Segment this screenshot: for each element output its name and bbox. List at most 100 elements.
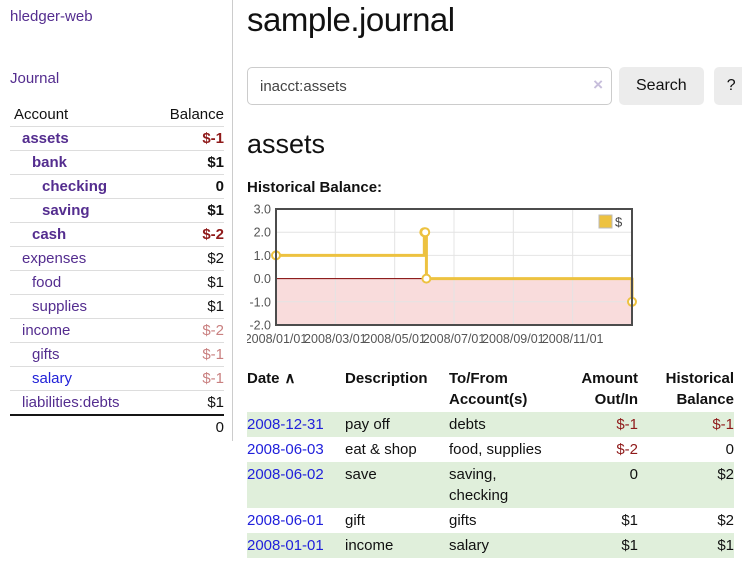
- transaction-balance: $2: [717, 512, 734, 529]
- account-balance: $1: [149, 198, 224, 223]
- account-row: saving $1: [10, 198, 224, 223]
- register-row: 2008-06-03 eat & shop food, supplies $-2 0: [247, 437, 734, 462]
- transaction-accounts: salary: [449, 537, 490, 554]
- account-balance: $1: [149, 294, 224, 319]
- clear-search-icon[interactable]: ×: [593, 75, 603, 94]
- transaction-description: save: [345, 466, 377, 483]
- transaction-date-link[interactable]: 2008-06-03: [247, 441, 324, 458]
- transaction-accounts: debts: [449, 416, 486, 433]
- transaction-amount: $1: [621, 512, 638, 529]
- account-row: cash $-2: [10, 222, 224, 247]
- account-row: bank $1: [10, 150, 224, 175]
- sidebar-account-link[interactable]: supplies: [32, 298, 88, 315]
- svg-text:0.0: 0.0: [254, 272, 271, 286]
- transaction-balance: $2: [717, 466, 734, 483]
- transaction-amount: $-1: [616, 416, 638, 433]
- transaction-date-link[interactable]: 2008-01-01: [247, 537, 324, 554]
- account-row: assets $-1: [10, 126, 224, 151]
- sidebar-account-link[interactable]: liabilities:debts: [22, 394, 120, 411]
- svg-text:2008/09/01: 2008/09/01: [482, 332, 545, 346]
- search-input[interactable]: [247, 67, 612, 105]
- account-row: income $-2: [10, 318, 224, 343]
- transaction-description: income: [345, 537, 394, 554]
- main-content: sample.journal × Search ? assets Histori…: [233, 0, 742, 558]
- register-header-tofrom: To/From Account(s): [449, 366, 553, 412]
- account-row: checking 0: [10, 174, 224, 199]
- transaction-accounts: gifts: [449, 512, 477, 529]
- account-balance: $1: [149, 150, 224, 175]
- sidebar-account-link[interactable]: income: [22, 322, 71, 339]
- account-balance: $-1: [149, 126, 224, 151]
- account-balance: $2: [149, 246, 224, 271]
- search-button[interactable]: Search: [619, 67, 704, 105]
- register-header-amount: Amount Out/In: [553, 366, 638, 412]
- transaction-description: gift: [345, 512, 366, 529]
- sidebar-account-link[interactable]: assets: [22, 130, 69, 147]
- account-balance: $-2: [149, 318, 224, 343]
- register-row: 2008-01-01 income salary $1 $1: [247, 533, 734, 558]
- svg-text:2.0: 2.0: [254, 226, 271, 240]
- help-button[interactable]: ?: [713, 67, 742, 105]
- svg-text:-1.0: -1.0: [249, 295, 271, 309]
- account-row: supplies $1: [10, 294, 224, 319]
- account-row: liabilities:debts $1: [10, 390, 224, 415]
- svg-text:-2.0: -2.0: [249, 319, 271, 333]
- svg-text:2008/03/01: 2008/03/01: [304, 332, 367, 346]
- search-box: ×: [247, 67, 612, 105]
- transaction-amount: 0: [629, 466, 638, 483]
- sidebar-account-link[interactable]: bank: [32, 154, 68, 171]
- svg-text:3.0: 3.0: [254, 203, 271, 217]
- account-balance: $-2: [149, 222, 224, 247]
- register-table: Date ∧ Description To/From Account(s) Amount O…: [247, 366, 734, 558]
- hledger-web-app: hledger-web Journal Account Balance asse…: [0, 0, 742, 558]
- transaction-accounts: food, supplies: [449, 441, 542, 458]
- register-header-date[interactable]: Date ∧: [247, 366, 345, 412]
- transaction-date-link[interactable]: 2008-12-31: [247, 416, 324, 433]
- account-row: food $1: [10, 270, 224, 295]
- sidebar-account-link[interactable]: salary: [32, 370, 73, 387]
- register-header-description: Description: [345, 366, 449, 412]
- transaction-description: pay off: [345, 416, 390, 433]
- sidebar-account-link[interactable]: checking: [42, 178, 108, 195]
- accounts-header-account: Account: [14, 106, 69, 123]
- account-balance: 0: [149, 174, 224, 199]
- transaction-balance: $-1: [712, 416, 734, 433]
- account-row: salary $-1: [10, 366, 224, 391]
- brand-link[interactable]: hledger-web: [10, 8, 93, 25]
- transaction-balance: $1: [717, 537, 734, 554]
- transaction-amount: $1: [621, 537, 638, 554]
- accounts-table-header: Account Balance: [10, 103, 224, 127]
- header-label: Out/In: [594, 391, 638, 408]
- accounts-table: Account Balance assets $-1 bank $1 checking 0…: [10, 103, 224, 439]
- accounts-total-value: 0: [149, 414, 224, 439]
- sidebar: hledger-web Journal Account Balance asse…: [0, 0, 233, 441]
- transaction-description: eat & shop: [345, 441, 417, 458]
- header-label: Account(s): [449, 391, 528, 408]
- account-balance: $1: [149, 270, 224, 295]
- sidebar-account-link[interactable]: saving: [42, 202, 90, 219]
- header-label: Description: [345, 370, 428, 387]
- svg-text:2008/01/01: 2008/01/01: [247, 332, 307, 346]
- account-balance: $-1: [149, 366, 224, 391]
- historical-balance-chart: 3.0 2.0 1.0 0.0 -1.0 -2.0 2008/01/01 2008/03/01…: [245, 202, 742, 350]
- sidebar-item-journal[interactable]: Journal: [10, 70, 60, 87]
- sidebar-account-link[interactable]: food: [32, 274, 62, 291]
- sidebar-account-link[interactable]: gifts: [32, 346, 60, 363]
- register-row: 2008-12-31 pay off debts $-1 $-1: [247, 412, 734, 437]
- sidebar-account-link[interactable]: cash: [32, 226, 67, 243]
- header-label: Date: [247, 370, 280, 387]
- account-balance: $-1: [149, 342, 224, 367]
- account-balance: $1: [149, 390, 224, 415]
- header-label: Historical: [665, 370, 734, 387]
- svg-text:2008/07/01: 2008/07/01: [423, 332, 486, 346]
- transaction-date-link[interactable]: 2008-06-02: [247, 466, 324, 483]
- sidebar-account-link[interactable]: expenses: [22, 250, 87, 267]
- register-header-historical: Historical Balance: [638, 366, 734, 412]
- account-heading: assets: [247, 129, 326, 159]
- transaction-balance: 0: [725, 441, 734, 458]
- svg-text:$: $: [615, 215, 623, 230]
- search-form: × Search ?: [247, 67, 742, 105]
- register-row: 2008-06-01 gift gifts $1 $2: [247, 508, 734, 533]
- accounts-header-balance: Balance: [169, 106, 224, 123]
- transaction-date-link[interactable]: 2008-06-01: [247, 512, 324, 529]
